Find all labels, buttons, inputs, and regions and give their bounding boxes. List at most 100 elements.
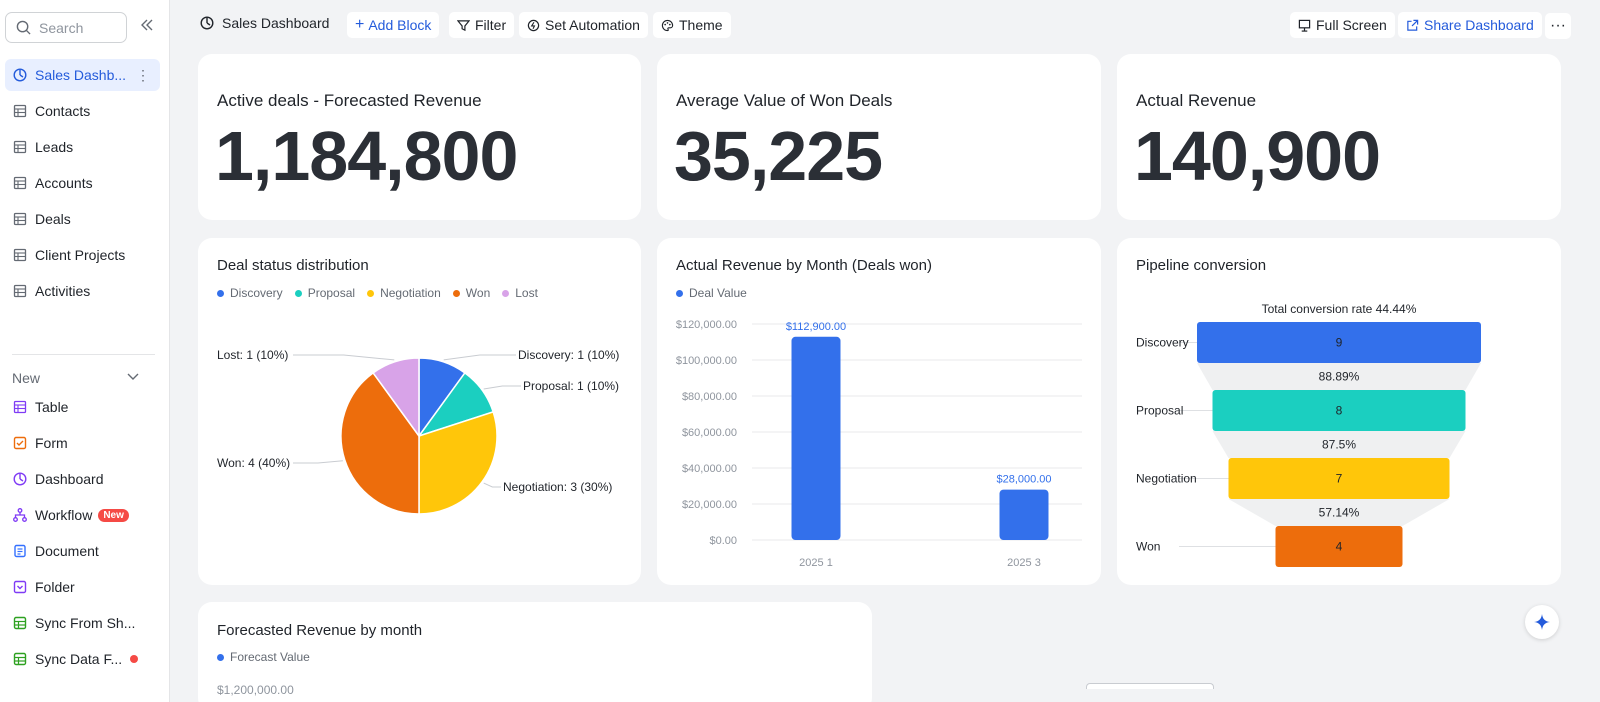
share-dashboard-button[interactable]: Share Dashboard bbox=[1398, 12, 1542, 38]
sidebar-item-contacts[interactable]: Contacts bbox=[5, 95, 160, 127]
sidebar-item-label: Sync From Sh... bbox=[35, 615, 136, 631]
workflow-icon bbox=[13, 508, 27, 522]
kpi-card-forecasted-revenue[interactable]: Active deals - Forecasted Revenue 1,184,… bbox=[198, 54, 641, 220]
sidebar-item-deals[interactable]: Deals bbox=[5, 203, 160, 235]
dashboard-icon bbox=[13, 68, 27, 82]
filter-label: Filter bbox=[475, 17, 507, 33]
new-sync-data-f-item[interactable]: Sync Data F... bbox=[5, 643, 160, 675]
sparkle-icon bbox=[1534, 614, 1550, 630]
pipeline-conversion-card[interactable]: Pipeline conversion Total conversion rat… bbox=[1117, 238, 1561, 585]
new-table-item[interactable]: Table bbox=[5, 391, 160, 423]
deal-status-chart-card[interactable]: Deal status distribution Discovery Propos… bbox=[198, 238, 641, 585]
item-more-icon[interactable]: ⋮ bbox=[136, 66, 150, 83]
pie-slice-won[interactable] bbox=[340, 371, 420, 515]
bar-data-label: $28,000.00 bbox=[996, 474, 1051, 486]
funnel-stage-label: Won bbox=[1136, 540, 1160, 554]
sidebar-item-label: Leads bbox=[35, 139, 74, 155]
legend-dot bbox=[217, 289, 224, 297]
chevron-down-icon[interactable] bbox=[126, 370, 140, 389]
sidebar-item-leads[interactable]: Leads bbox=[5, 131, 160, 163]
pie-chart: Discovery: 1 (10%) Proposal: 1 (10%) Negot… bbox=[217, 348, 619, 515]
funnel-stage-value: 4 bbox=[1336, 540, 1343, 554]
new-badge: New bbox=[98, 508, 129, 522]
x-tick-label: 2025 1 bbox=[799, 557, 833, 569]
pie-slice-label: Discovery: 1 (10%) bbox=[518, 348, 619, 362]
legend-dot bbox=[294, 289, 302, 297]
form-icon bbox=[13, 436, 27, 450]
share-dashboard-label: Share Dashboard bbox=[1424, 17, 1534, 33]
ai-assistant-button[interactable] bbox=[1525, 605, 1559, 639]
sync-data-icon bbox=[13, 652, 27, 666]
presentation-icon bbox=[1298, 19, 1311, 32]
add-block-button[interactable]: + Add Block bbox=[347, 12, 440, 38]
full-screen-button[interactable]: Full Screen bbox=[1290, 12, 1395, 38]
sync-sheet-icon bbox=[13, 616, 27, 630]
sidebar-item-label: Document bbox=[35, 543, 99, 559]
pie-slice-lost[interactable] bbox=[372, 357, 420, 439]
funnel-stage-discovery[interactable] bbox=[1197, 322, 1481, 363]
pie-slice-negotiation[interactable] bbox=[418, 410, 498, 515]
actual-revenue-chart-card[interactable]: Actual Revenue by Month (Deals won) Deal… bbox=[657, 238, 1101, 585]
kpi-value: 35,225 bbox=[674, 117, 883, 195]
kpi-card-average-won-value[interactable]: Average Value of Won Deals 35,225 bbox=[657, 54, 1101, 220]
forecast-revenue-chart-card[interactable]: Forecasted Revenue by month Forecast Val… bbox=[198, 602, 872, 702]
sidebar-item-label: Table bbox=[35, 399, 69, 415]
new-dashboard-item[interactable]: Dashboard bbox=[5, 463, 160, 495]
chart-title: Deal status distribution bbox=[217, 257, 369, 274]
table-icon bbox=[13, 176, 27, 190]
full-screen-label: Full Screen bbox=[1316, 17, 1387, 33]
kpi-label: Actual Revenue bbox=[1136, 91, 1257, 110]
theme-button[interactable]: Theme bbox=[653, 12, 731, 38]
funnel-stage-label: Discovery bbox=[1136, 336, 1189, 350]
set-automation-label: Set Automation bbox=[545, 17, 640, 33]
funnel-stage-won[interactable] bbox=[1275, 526, 1403, 567]
conversion-rate-label: 88.89% bbox=[1319, 370, 1360, 384]
sidebar-item-client-projects[interactable]: Client Projects bbox=[5, 239, 160, 271]
chart-title: Pipeline conversion bbox=[1136, 257, 1267, 274]
filter-button[interactable]: Filter bbox=[449, 12, 515, 38]
legend-label: Lost bbox=[515, 286, 538, 300]
dashboard-title: Sales Dashboard bbox=[200, 15, 329, 31]
funnel-stage-proposal[interactable] bbox=[1212, 390, 1466, 431]
new-workflow-item[interactable]: Workflow New bbox=[5, 499, 160, 531]
kpi-card-actual-revenue[interactable]: Actual Revenue 140,900 bbox=[1117, 54, 1561, 220]
table-icon bbox=[13, 400, 27, 414]
sidebar-item-label: Folder bbox=[35, 579, 75, 595]
bar[interactable] bbox=[791, 336, 841, 540]
plus-icon: + bbox=[355, 16, 365, 33]
sidebar-item-activities[interactable]: Activities bbox=[5, 275, 160, 307]
new-folder-item[interactable]: Folder bbox=[5, 571, 160, 603]
new-form-item[interactable]: Form bbox=[5, 427, 160, 459]
folder-icon bbox=[13, 580, 27, 594]
sidebar-item-sales-dashb[interactable]: Sales Dashb... ⋮ bbox=[5, 59, 160, 91]
dashboard-icon bbox=[13, 472, 27, 486]
sidebar: Search Sales Dashb... ⋮ Contacts Leads Accou… bbox=[0, 0, 170, 702]
chart-legend: Discovery Proposal Negotiation Won Lost bbox=[217, 286, 550, 300]
funnel-chart: Total conversion rate 44.44% 88.89% 87.5% 5… bbox=[1136, 302, 1481, 567]
set-automation-button[interactable]: Set Automation bbox=[519, 12, 648, 38]
y-tick-label: $1,200,000.00 bbox=[217, 683, 294, 697]
legend-label: Deal Value bbox=[689, 286, 747, 300]
funnel-stage-negotiation[interactable] bbox=[1228, 458, 1450, 499]
legend-dot bbox=[452, 289, 460, 297]
legend-item: Discovery bbox=[217, 286, 283, 300]
collapse-sidebar-icon[interactable] bbox=[140, 18, 154, 37]
funnel-stage-value: 8 bbox=[1336, 404, 1343, 418]
table-icon bbox=[13, 140, 27, 154]
table-icon bbox=[13, 104, 27, 118]
filter-icon bbox=[457, 19, 470, 31]
x-tick-label: 2025 3 bbox=[1007, 557, 1041, 569]
scroll-handle[interactable] bbox=[1086, 683, 1214, 689]
more-menu-button[interactable]: ··· bbox=[1545, 13, 1571, 39]
new-sync-from-sh-item[interactable]: Sync From Sh... bbox=[5, 607, 160, 639]
funnel-connector bbox=[1212, 431, 1466, 458]
pie-slice-label: Proposal: 1 (10%) bbox=[523, 379, 619, 393]
new-document-item[interactable]: Document bbox=[5, 535, 160, 567]
legend-dot bbox=[217, 653, 224, 661]
funnel-stage-value: 9 bbox=[1336, 336, 1343, 350]
pie-slice-label: Negotiation: 3 (30%) bbox=[503, 480, 612, 494]
kpi-label: Active deals - Forecasted Revenue bbox=[217, 91, 482, 110]
bar[interactable] bbox=[999, 489, 1049, 540]
search-input[interactable]: Search bbox=[5, 12, 127, 43]
sidebar-item-accounts[interactable]: Accounts bbox=[5, 167, 160, 199]
